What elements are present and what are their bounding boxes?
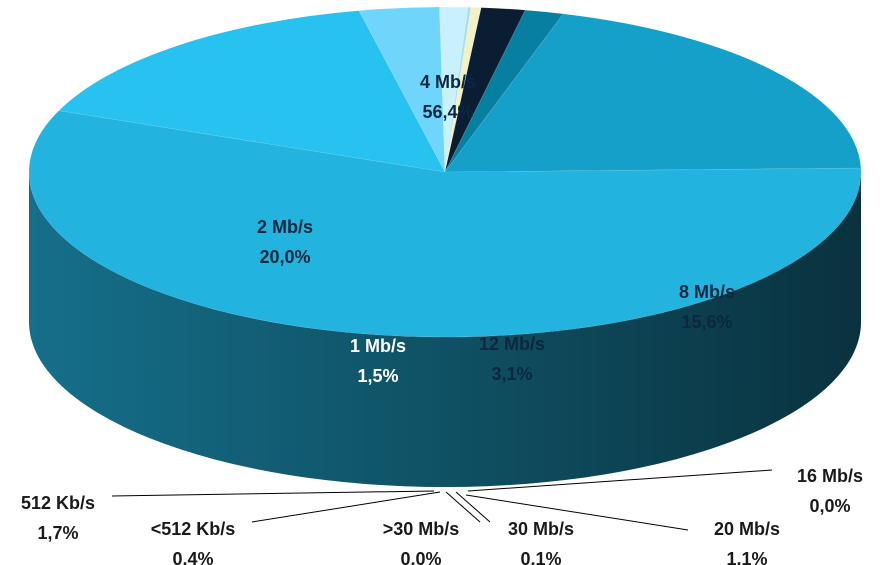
- data-label-9: 2 Mb/s 20,0%: [257, 217, 313, 267]
- leader-line-4: [455, 491, 491, 523]
- data-label-6: <512 Kb/s 0,4%: [151, 519, 236, 565]
- pie-slice-7: [444, 7, 526, 173]
- pie-slice-1: [58, 10, 446, 173]
- data-label-value: 1,7%: [37, 523, 78, 543]
- data-label-value: 1,1%: [726, 549, 767, 565]
- data-label-value: 20,0%: [259, 247, 310, 267]
- data-label-10: 16 Mb/s 0,0%: [797, 466, 863, 516]
- data-label-name: <512 Kb/s: [151, 519, 236, 539]
- data-label-name: 512 Kb/s: [21, 493, 95, 513]
- pie-slice-6: [444, 7, 482, 173]
- pie-side-shadow: [29, 172, 861, 487]
- data-label-5: >30 Mb/s 0,0%: [383, 519, 460, 565]
- pie-slices: [28, 6, 862, 338]
- data-label-name: 8 Mb/s: [679, 282, 735, 302]
- pie-slice-0: [28, 110, 862, 338]
- data-label-value: 3,1%: [491, 364, 532, 384]
- pie-slice-8: [444, 9, 564, 173]
- leader-line-7: [111, 490, 435, 497]
- data-label-value: 0,4%: [172, 549, 213, 565]
- data-label-7: 512 Kb/s 1,7%: [21, 493, 95, 543]
- data-label-name: 30 Mb/s: [508, 519, 574, 539]
- leader-line-6: [251, 491, 441, 523]
- data-label-name: 20 Mb/s: [714, 519, 780, 539]
- data-label-name: 12 Mb/s: [479, 334, 545, 354]
- data-label-value: 56,4%: [422, 102, 473, 122]
- data-label-8: 1 Mb/s 1,5%: [350, 336, 406, 386]
- data-label-2: 12 Mb/s 3,1%: [479, 334, 545, 384]
- data-label-1: 8 Mb/s 15,6%: [679, 282, 735, 332]
- data-label-3: 20 Mb/s 1,1%: [714, 519, 780, 565]
- data-labels: 4 Mb/s 56,4% 8 Mb/s 15,6% 12 Mb/s 3,1% 20 Mb/s…: [21, 72, 863, 565]
- data-label-value: 0,0%: [400, 549, 441, 565]
- data-label-name: 16 Mb/s: [797, 466, 863, 486]
- leader-line-10: [467, 469, 773, 492]
- data-label-value: 15,6%: [681, 312, 732, 332]
- data-label-value: 0,0%: [809, 496, 850, 516]
- data-label-4: 30 Mb/s 0,1%: [508, 519, 574, 565]
- data-label-name: 1 Mb/s: [350, 336, 406, 356]
- leader-line-5: [445, 491, 481, 523]
- leader-line-3: [465, 494, 689, 531]
- data-label-value: 1,5%: [357, 366, 398, 386]
- data-label-name: 4 Mb/s: [420, 72, 476, 92]
- pie-sides: [29, 172, 861, 487]
- pie-slice-4: [444, 6, 472, 173]
- data-label-0: 4 Mb/s 56,4%: [420, 72, 476, 122]
- pie-slice-9: [444, 13, 862, 173]
- pie-slice-3: [439, 6, 469, 173]
- data-label-name: >30 Mb/s: [383, 519, 460, 539]
- leader-lines: [111, 469, 773, 531]
- pie-slice-2: [358, 6, 446, 173]
- data-label-name: 2 Mb/s: [257, 217, 313, 237]
- data-label-value: 0,1%: [520, 549, 561, 565]
